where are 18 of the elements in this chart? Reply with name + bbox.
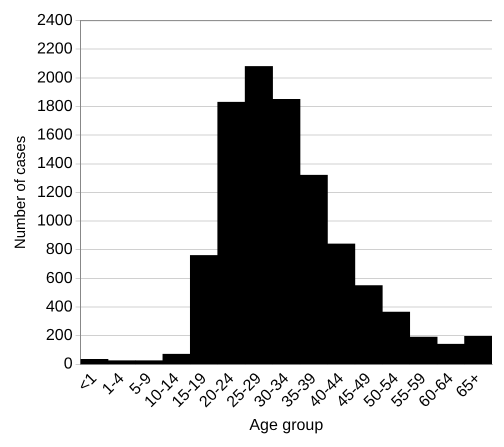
y-tick-label: 2200	[37, 40, 73, 58]
y-tick-label: 1000	[37, 212, 73, 230]
y-tick-label: 200	[46, 327, 73, 344]
y-tick-label: 1200	[37, 184, 73, 201]
y-axis-title: Number of cases	[12, 136, 30, 250]
y-tick-label: 0	[64, 356, 73, 373]
y-tick-label: 800	[46, 241, 73, 258]
x-tick-label: <1	[75, 370, 100, 395]
y-tick-label: 2000	[37, 69, 73, 86]
y-tick-label: 600	[46, 270, 73, 287]
y-tick-label: 1800	[37, 98, 73, 115]
x-tick-label: 65+	[453, 370, 484, 402]
y-tick-label: 2400	[37, 12, 73, 30]
y-tick-label: 1600	[37, 126, 73, 144]
x-tick-label: 1-4	[99, 370, 128, 398]
y-tick-label: 1400	[37, 155, 73, 172]
y-tick-label: 400	[46, 298, 73, 316]
x-axis-title: Age group	[249, 416, 324, 434]
